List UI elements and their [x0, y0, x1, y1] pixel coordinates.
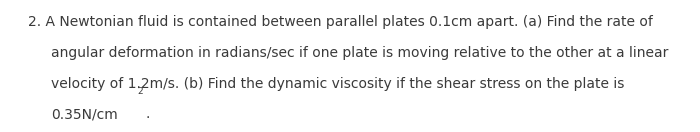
Text: angular deformation in radians/sec if one plate is moving relative to the other : angular deformation in radians/sec if on…: [51, 46, 668, 60]
Text: 2: 2: [137, 87, 143, 96]
Text: velocity of 1.2m/s. (b) Find the dynamic viscosity if the shear stress on the pl: velocity of 1.2m/s. (b) Find the dynamic…: [51, 77, 624, 91]
Text: 0.35N/cm: 0.35N/cm: [51, 107, 118, 121]
Text: 2. A Newtonian fluid is contained between parallel plates 0.1cm apart. (a) Find : 2. A Newtonian fluid is contained betwee…: [28, 15, 653, 29]
Text: .: .: [146, 107, 150, 121]
